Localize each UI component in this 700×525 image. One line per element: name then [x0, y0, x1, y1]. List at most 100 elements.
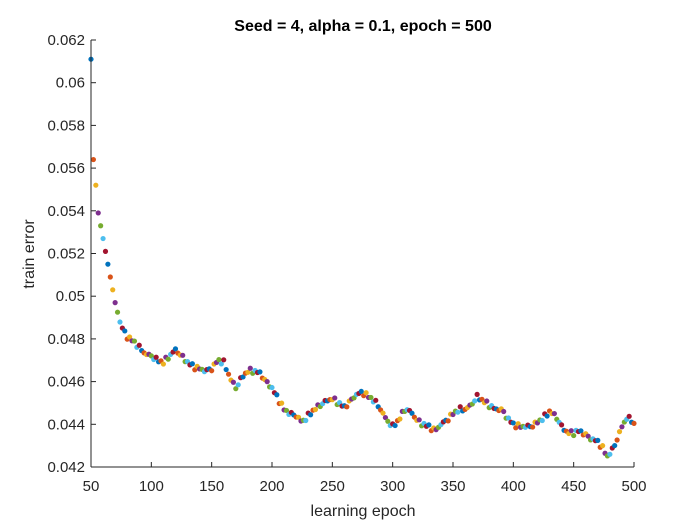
- data-point: [221, 357, 227, 363]
- data-point: [368, 394, 374, 401]
- data-point: [373, 397, 379, 403]
- data-point: [382, 414, 389, 421]
- data-points: [88, 56, 637, 459]
- y-tick-label: 0.062: [47, 32, 85, 49]
- data-point: [218, 361, 224, 367]
- data-point: [245, 369, 251, 375]
- data-point: [474, 391, 480, 397]
- data-point: [358, 388, 364, 395]
- y-tick-label: 0.042: [47, 459, 85, 476]
- data-point: [392, 422, 398, 429]
- data-point: [551, 410, 557, 417]
- data-point: [98, 223, 104, 229]
- data-point: [344, 404, 350, 410]
- data-point: [295, 414, 302, 420]
- data-point: [455, 409, 461, 415]
- data-point: [539, 417, 545, 424]
- data-point: [127, 334, 133, 340]
- data-point: [110, 287, 116, 293]
- data-point: [247, 365, 253, 371]
- data-point: [233, 386, 239, 392]
- x-tick-label: 400: [501, 478, 526, 495]
- x-axis-label: learning epoch: [311, 503, 416, 520]
- data-point: [117, 319, 123, 325]
- data-point: [571, 432, 577, 439]
- data-point: [180, 352, 186, 358]
- data-point: [380, 410, 386, 416]
- data-point: [216, 357, 222, 363]
- data-point: [240, 374, 246, 380]
- data-point: [397, 416, 403, 422]
- data-point: [445, 418, 451, 424]
- data-point: [107, 274, 113, 280]
- data-point: [172, 346, 179, 352]
- axes: [90, 40, 634, 468]
- y-tick-label: 0.046: [47, 374, 85, 391]
- data-point: [93, 182, 99, 188]
- x-tick-label: 50: [83, 478, 100, 495]
- data-point: [153, 354, 159, 360]
- data-point: [279, 400, 285, 406]
- data-point: [544, 413, 550, 419]
- data-point: [209, 368, 215, 374]
- data-point: [223, 366, 229, 373]
- x-tick-label: 300: [380, 478, 405, 495]
- data-point: [165, 356, 171, 362]
- data-point: [303, 417, 309, 424]
- data-point: [416, 417, 422, 423]
- y-tick-label: 0.058: [47, 117, 85, 134]
- x-tick-label: 250: [320, 478, 345, 495]
- y-tick-label: 0.052: [47, 246, 85, 263]
- data-point: [264, 379, 270, 385]
- data-point: [257, 369, 263, 375]
- data-point: [136, 342, 142, 348]
- data-point: [513, 425, 519, 431]
- y-tick-label: 0.056: [47, 160, 85, 177]
- x-tick-label: 500: [621, 478, 646, 495]
- data-point: [595, 437, 601, 443]
- data-point: [114, 309, 121, 315]
- data-point: [131, 338, 138, 344]
- data-point: [112, 300, 118, 306]
- y-tick-label: 0.044: [47, 416, 85, 433]
- data-point: [501, 408, 507, 415]
- y-tick-label: 0.05: [56, 288, 85, 305]
- x-tick-label: 450: [561, 478, 586, 495]
- data-point: [95, 210, 101, 216]
- data-point: [90, 156, 97, 163]
- data-point: [189, 361, 195, 367]
- x-tick-label: 100: [139, 478, 164, 495]
- data-point: [426, 422, 432, 428]
- y-ticks: 0.042 0.044 0.046 0.048 0.05 0.052 0.054 0.056 0…: [47, 32, 96, 476]
- y-tick-label: 0.054: [47, 203, 85, 220]
- data-point: [607, 451, 613, 457]
- chart-title: Seed = 4, alpha = 0.1, epoch = 500: [234, 18, 492, 35]
- data-point: [472, 398, 478, 404]
- data-point: [385, 418, 391, 424]
- data-point: [614, 437, 620, 443]
- data-point: [105, 261, 111, 267]
- y-tick-label: 0.06: [56, 75, 85, 92]
- data-point: [585, 433, 591, 439]
- data-point: [225, 371, 232, 377]
- data-point: [578, 428, 584, 434]
- data-point: [230, 379, 236, 385]
- data-point: [619, 424, 625, 430]
- data-point: [102, 248, 109, 254]
- data-point: [510, 420, 516, 426]
- x-tick-label: 350: [440, 478, 465, 495]
- data-point: [600, 443, 606, 449]
- data-point: [100, 235, 106, 242]
- data-point: [274, 392, 280, 398]
- data-point: [530, 424, 536, 430]
- data-point: [122, 328, 128, 334]
- data-point: [626, 413, 632, 419]
- data-point: [409, 410, 415, 416]
- data-point: [568, 428, 574, 434]
- data-point: [312, 406, 319, 413]
- y-axis-label: train error: [21, 219, 38, 289]
- data-point: [363, 390, 369, 396]
- data-point: [457, 404, 463, 410]
- data-point: [160, 361, 166, 367]
